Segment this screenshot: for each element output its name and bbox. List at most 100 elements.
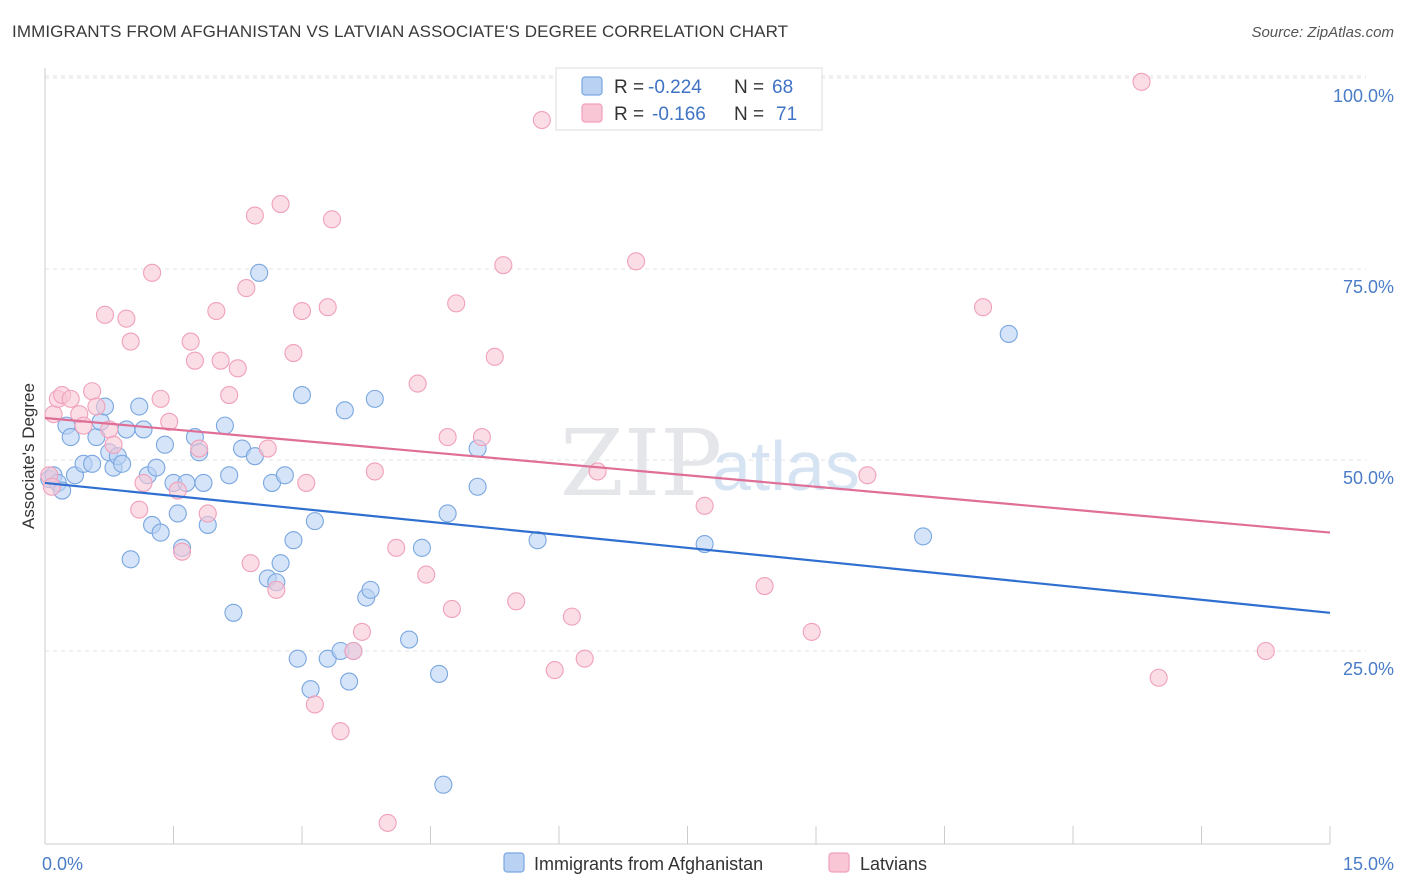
point-latvians xyxy=(61,389,80,408)
y-tick-label: 50.0% xyxy=(1343,468,1394,488)
point-latvians xyxy=(134,473,153,492)
point-latvians xyxy=(130,500,149,519)
point-latvians xyxy=(755,577,774,596)
legend-r-label-afghanistan: R = xyxy=(614,77,644,98)
point-latvians xyxy=(241,554,260,573)
trend-line-latvians xyxy=(44,416,1331,534)
x-tick-labels: 0.0% 15.0% xyxy=(42,854,1394,874)
point-latvians xyxy=(271,195,290,214)
point-afghanistan xyxy=(340,672,359,691)
y-tick-label: 75.0% xyxy=(1343,277,1394,297)
point-afghanistan xyxy=(224,603,243,622)
point-afghanistan xyxy=(121,550,140,569)
legend-r-value-latvians: -0.166 xyxy=(652,104,706,125)
point-latvians xyxy=(42,477,61,496)
point-latvians xyxy=(121,332,140,351)
point-afghanistan xyxy=(365,389,384,408)
point-latvians xyxy=(237,279,256,298)
bottom-legend-swatch-latvians xyxy=(828,852,850,873)
point-latvians xyxy=(1256,641,1275,661)
point-afghanistan xyxy=(438,504,457,523)
point-latvians xyxy=(284,343,303,363)
point-afghanistan xyxy=(284,531,303,550)
point-latvians xyxy=(322,210,342,229)
legend-r-value-afghanistan: -0.224 xyxy=(648,77,702,98)
point-latvians xyxy=(104,435,123,454)
point-afghanistan xyxy=(292,386,312,405)
point-latvians xyxy=(447,294,466,313)
legend: R = -0.224 N = 68 R = -0.166 N = 71 xyxy=(555,67,823,131)
point-afghanistan xyxy=(400,630,419,649)
point-latvians xyxy=(562,607,581,626)
point-latvians xyxy=(305,695,324,714)
point-afghanistan xyxy=(275,466,294,485)
point-latvians xyxy=(627,252,646,271)
point-afghanistan xyxy=(335,401,354,420)
point-latvians xyxy=(190,439,209,458)
point-latvians xyxy=(485,347,504,366)
point-latvians xyxy=(588,462,607,481)
x-tick-label: 0.0% xyxy=(42,854,83,874)
bottom-legend-label-latvians: Latvians xyxy=(860,854,927,874)
point-latvians xyxy=(207,301,226,321)
point-afghanistan xyxy=(194,473,213,492)
point-latvians xyxy=(695,496,714,515)
point-latvians xyxy=(292,301,312,321)
point-afghanistan xyxy=(301,680,320,699)
chart-source: Source: ZipAtlas.com xyxy=(1251,24,1394,41)
legend-r-label-latvians: R = xyxy=(614,104,644,125)
watermark-zip: ZIP xyxy=(560,410,722,517)
point-afghanistan xyxy=(61,428,80,447)
point-afghanistan xyxy=(134,420,153,439)
point-afghanistan xyxy=(914,527,933,546)
point-latvians xyxy=(408,374,427,393)
y-tick-label: 100.0% xyxy=(1333,86,1394,106)
point-latvians xyxy=(973,298,993,317)
point-latvians xyxy=(365,462,384,481)
point-afghanistan xyxy=(468,477,487,496)
point-latvians xyxy=(1132,72,1151,91)
point-afghanistan xyxy=(361,580,380,599)
x-tick-label: 15.0% xyxy=(1343,854,1394,874)
point-latvians xyxy=(228,359,247,378)
point-latvians xyxy=(378,813,397,832)
point-latvians xyxy=(211,351,230,370)
point-latvians xyxy=(185,351,204,370)
point-latvians xyxy=(417,565,436,584)
point-latvians xyxy=(95,305,115,324)
legend-swatch-afghanistan xyxy=(581,76,603,96)
point-afghanistan xyxy=(434,775,453,794)
point-latvians xyxy=(344,641,363,661)
point-latvians xyxy=(83,382,102,401)
point-latvians xyxy=(245,206,264,225)
point-latvians xyxy=(858,466,877,485)
point-afghanistan xyxy=(215,416,234,435)
point-latvians xyxy=(575,649,594,668)
point-latvians xyxy=(802,622,821,641)
point-latvians xyxy=(331,722,350,741)
point-afghanistan xyxy=(220,466,239,485)
legend-n-label-latvians: N = xyxy=(734,104,764,125)
point-latvians xyxy=(442,599,461,619)
y-axis-label: Associate's Degree xyxy=(19,383,38,529)
point-latvians xyxy=(181,332,200,351)
axes xyxy=(44,68,1331,845)
trend-line-afghanistan xyxy=(44,481,1331,614)
legend-n-value-afghanistan: 68 xyxy=(772,77,793,98)
point-afghanistan xyxy=(430,664,449,683)
point-afghanistan xyxy=(147,458,166,477)
point-afghanistan xyxy=(305,512,324,531)
point-latvians xyxy=(438,428,457,447)
point-latvians xyxy=(198,504,217,523)
point-latvians xyxy=(143,263,162,282)
point-latvians xyxy=(352,622,372,641)
point-afghanistan xyxy=(130,397,149,416)
bottom-legend: Immigrants from Afghanistan Latvians xyxy=(503,852,927,874)
point-latvians xyxy=(151,389,170,408)
point-afghanistan xyxy=(271,554,290,573)
point-latvians xyxy=(545,661,564,680)
chart-title: IMMIGRANTS FROM AFGHANISTAN VS LATVIAN A… xyxy=(12,22,789,41)
point-afghanistan xyxy=(83,454,102,473)
point-latvians xyxy=(267,580,286,599)
point-latvians xyxy=(74,416,93,435)
